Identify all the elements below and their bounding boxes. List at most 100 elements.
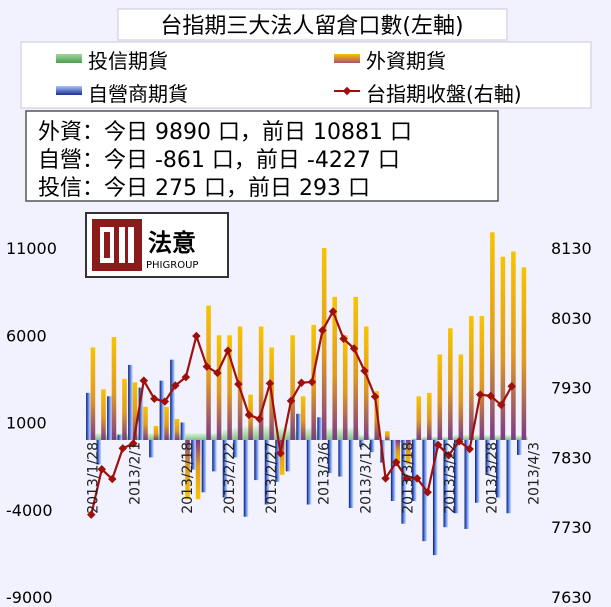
close-marker bbox=[423, 488, 432, 497]
legend-item-dealer: 自營商期貨 bbox=[56, 82, 188, 106]
close-marker bbox=[486, 391, 495, 401]
bar-foreign bbox=[216, 335, 222, 440]
close-marker bbox=[475, 390, 485, 399]
close-marker bbox=[349, 344, 359, 353]
bar-trust bbox=[180, 432, 192, 440]
bar-foreign bbox=[132, 382, 138, 440]
close-marker bbox=[307, 377, 317, 387]
axis-x: 2013/1/28 2013/2/1 2013/2/18 2013/2/22 2013/… bbox=[85, 442, 542, 514]
bar-dealer bbox=[212, 439, 217, 472]
bar-dealer bbox=[170, 359, 175, 440]
bar-dealer bbox=[254, 439, 259, 481]
close-marker bbox=[160, 397, 170, 406]
x-tick-label: 2013/3/28 bbox=[485, 442, 501, 514]
y-left-tick-label: 11000 bbox=[6, 239, 57, 258]
bar-trust bbox=[275, 427, 286, 440]
legend-item-foreign: 外資期貨 bbox=[334, 49, 446, 73]
x-tick-label: 2013/3/12 bbox=[359, 442, 375, 514]
bar-dealer bbox=[191, 439, 196, 470]
bar-dealer bbox=[201, 439, 207, 493]
title-box bbox=[117, 8, 508, 41]
bar-foreign bbox=[458, 354, 464, 440]
bar-dealer bbox=[243, 439, 249, 517]
bar-dealer bbox=[138, 387, 144, 440]
bar-foreign bbox=[185, 439, 190, 500]
legend-swatch-dealer bbox=[56, 86, 82, 95]
bar-dealer bbox=[475, 439, 480, 503]
legend-item-close: 台指期收盤(右軸) bbox=[334, 82, 522, 106]
bar-foreign bbox=[469, 316, 474, 440]
bar-dealer bbox=[411, 439, 417, 502]
bar-dealer bbox=[306, 439, 312, 505]
bar-foreign bbox=[395, 439, 401, 465]
close-marker bbox=[370, 392, 380, 401]
bar-foreign bbox=[363, 326, 369, 440]
bar-foreign bbox=[153, 425, 159, 440]
x-tick-label: 2013/2/22 bbox=[222, 442, 238, 514]
bar-dealer bbox=[233, 439, 238, 458]
close-marker bbox=[139, 376, 149, 385]
bar-foreign bbox=[164, 406, 169, 440]
close-marker bbox=[108, 474, 117, 484]
legend-swatch-foreign bbox=[334, 54, 360, 63]
bar-dealer bbox=[464, 439, 470, 529]
bar-dealer bbox=[422, 439, 428, 542]
chart-title: 台指期三大法人留倉口數(左軸) bbox=[160, 14, 463, 39]
close-marker bbox=[244, 410, 254, 420]
legend-box bbox=[20, 41, 592, 109]
bar-foreign bbox=[511, 251, 516, 440]
legend-swatch-trust bbox=[56, 54, 82, 63]
close-marker bbox=[507, 381, 516, 391]
close-marker bbox=[297, 378, 306, 387]
bar-dealer bbox=[390, 439, 396, 502]
bar-foreign bbox=[122, 378, 127, 440]
close-marker bbox=[360, 366, 369, 376]
close-marker bbox=[433, 440, 443, 450]
y-left-tick-label: -9000 bbox=[6, 588, 53, 607]
bar-foreign bbox=[101, 389, 106, 440]
bar-foreign bbox=[90, 347, 96, 440]
x-tick-label: 2013/4/3 bbox=[527, 442, 543, 505]
close-marker bbox=[213, 368, 222, 378]
bar-dealer bbox=[86, 392, 91, 440]
close-marker bbox=[97, 465, 107, 474]
bar-dealer bbox=[96, 439, 102, 465]
x-tick-label: 2013/2/27 bbox=[264, 442, 280, 514]
bar-dealer bbox=[128, 364, 133, 440]
close-marker bbox=[412, 474, 422, 483]
close-marker bbox=[454, 437, 464, 446]
y-left-tick-label: -4000 bbox=[6, 501, 53, 520]
y-left-tick-label: 1000 bbox=[6, 414, 47, 433]
x-tick-label: 2013/3/18 bbox=[401, 442, 417, 514]
bar-dealer bbox=[338, 439, 343, 477]
y-left-tick-label: 6000 bbox=[6, 326, 47, 345]
bar-dealer bbox=[222, 439, 228, 498]
bar-foreign bbox=[143, 406, 148, 440]
bar-dealer bbox=[369, 439, 375, 453]
bar-foreign bbox=[521, 267, 527, 440]
bar-foreign bbox=[300, 396, 306, 440]
info-line-dealer: 自營：今日 -861 口，前日 -4227 口 bbox=[38, 148, 400, 173]
close-marker bbox=[192, 331, 201, 341]
close-marker bbox=[496, 400, 506, 410]
bar-dealer bbox=[117, 434, 123, 440]
logo-emblem-stroke-c bbox=[119, 227, 125, 263]
bar-dealer bbox=[285, 439, 291, 472]
bar-foreign bbox=[206, 305, 211, 440]
close-marker bbox=[328, 307, 338, 316]
close-marker bbox=[276, 448, 285, 458]
bar-foreign bbox=[500, 256, 506, 440]
legend-label-close: 台指期收盤(右軸) bbox=[366, 82, 522, 106]
close-marker bbox=[381, 474, 390, 483]
y-right-tick-label: 8030 bbox=[551, 309, 592, 328]
bar-dealer bbox=[485, 439, 491, 475]
bar-foreign bbox=[258, 326, 264, 440]
bar-dealer bbox=[496, 439, 501, 498]
x-tick-label: 2013/3/22 bbox=[443, 442, 459, 514]
close-marker bbox=[465, 444, 474, 454]
close-marker bbox=[181, 372, 191, 382]
x-tick-label: 2013/3/6 bbox=[317, 442, 333, 505]
bar-foreign bbox=[448, 328, 453, 440]
bar-foreign bbox=[353, 296, 359, 440]
